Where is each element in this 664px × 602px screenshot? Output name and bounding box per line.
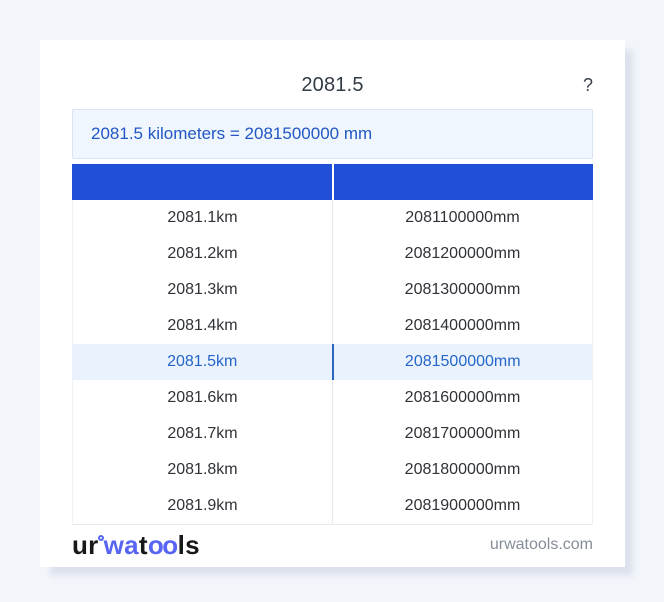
table-body: 2081.1km 2081100000mm 2081.2km 2081200000mm… bbox=[73, 200, 592, 524]
table-row: 2081.7km 2081700000mm bbox=[73, 416, 592, 452]
cell-mm[interactable]: 2081700000mm bbox=[404, 425, 521, 442]
logo-glasses-icon: oo bbox=[147, 529, 178, 560]
cell-km[interactable]: 2081.9km bbox=[73, 488, 333, 524]
table-row: 2081.8km 2081800000mm bbox=[73, 452, 592, 488]
logo-degree-icon bbox=[97, 534, 104, 541]
table-row: 2081.4km 2081400000mm bbox=[73, 308, 592, 344]
cell-mm[interactable]: 2081300000mm bbox=[404, 281, 521, 298]
cell-km[interactable]: 2081.8km bbox=[73, 452, 333, 488]
cell-km[interactable]: 2081.7km bbox=[73, 416, 333, 452]
cell-km[interactable]: 2081.1km bbox=[73, 200, 333, 236]
conversion-result-box: 2081.5 kilometers = 2081500000 mm bbox=[72, 109, 593, 159]
cell-mm[interactable]: 2081400000mm bbox=[404, 317, 521, 334]
table-row: 2081.9km 2081900000mm bbox=[73, 488, 592, 524]
cell-mm[interactable]: 2081600000mm bbox=[404, 389, 521, 406]
cell-km[interactable]: 2081.2km bbox=[73, 236, 333, 272]
table-header-mm bbox=[334, 164, 594, 200]
help-link[interactable]: ? bbox=[582, 74, 593, 95]
cell-mm[interactable]: 2081900000mm bbox=[404, 497, 521, 514]
site-domain: urwatools.com bbox=[489, 535, 593, 553]
table-header bbox=[72, 164, 593, 200]
cell-mm[interactable]: 2081500000mm bbox=[404, 353, 521, 370]
urwatools-logo[interactable]: ur watools bbox=[72, 532, 200, 558]
logo-text-ls: ls bbox=[177, 529, 200, 560]
cell-km[interactable]: 2081.4km bbox=[73, 308, 333, 344]
table-header-km bbox=[72, 164, 334, 200]
cell-mm[interactable]: 2081800000mm bbox=[404, 461, 521, 478]
footer: ur watools urwatools.com bbox=[72, 522, 593, 567]
converter-card: 2081.5 ? 2081.5 kilometers = 2081500000 … bbox=[40, 40, 625, 567]
title-row: 2081.5 ? bbox=[72, 72, 593, 98]
conversion-result-text: 2081.5 kilometers = 2081500000 mm bbox=[91, 124, 373, 143]
table-row: 2081.3km 2081300000mm bbox=[73, 272, 592, 308]
logo-text-wa: wa bbox=[103, 529, 139, 560]
cell-km[interactable]: 2081.6km bbox=[73, 380, 333, 416]
logo-text-t: t bbox=[138, 529, 148, 560]
table-row-selected: 2081.5km 2081500000mm bbox=[73, 344, 592, 380]
table-row: 2081.1km 2081100000mm bbox=[73, 200, 592, 236]
conversion-table: 2081.1km 2081100000mm 2081.2km 2081200000mm… bbox=[72, 164, 593, 525]
cell-km[interactable]: 2081.3km bbox=[73, 272, 333, 308]
table-row: 2081.6km 2081600000mm bbox=[73, 380, 592, 416]
cell-mm[interactable]: 2081100000mm bbox=[405, 209, 520, 226]
logo-text-ur: ur bbox=[72, 529, 99, 560]
page-title: 2081.5 bbox=[301, 73, 364, 96]
cell-mm[interactable]: 2081200000mm bbox=[404, 245, 521, 262]
cell-km[interactable]: 2081.5km bbox=[73, 344, 334, 380]
table-row: 2081.2km 2081200000mm bbox=[73, 236, 592, 272]
